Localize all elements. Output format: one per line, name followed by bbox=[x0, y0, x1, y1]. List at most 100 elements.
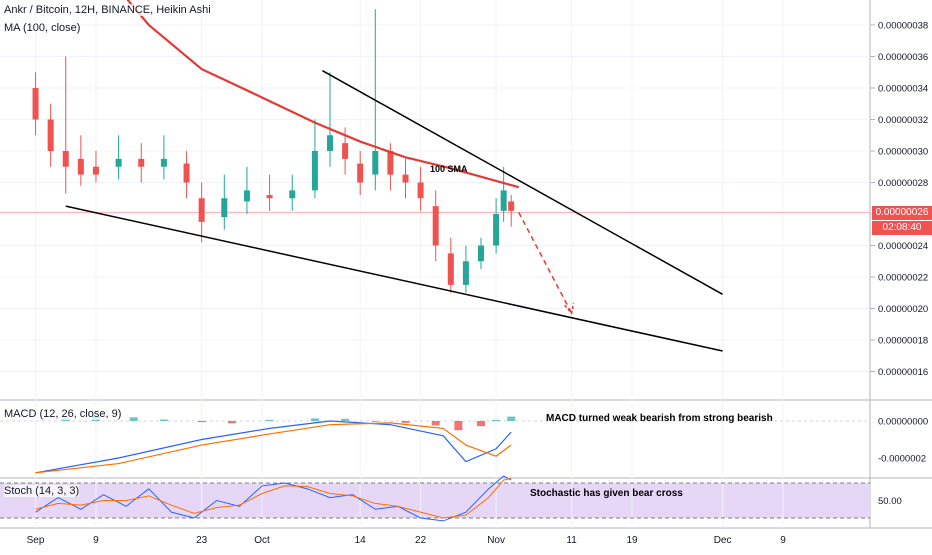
price-tick-label: 0.00000036 bbox=[878, 52, 928, 63]
candle-body bbox=[478, 245, 484, 262]
price-tick-label: 0.00000018 bbox=[878, 336, 928, 347]
price-tick-label: 0.00000038 bbox=[878, 21, 928, 32]
candle-body bbox=[372, 151, 379, 175]
macd-tick-label: -0.0000002 bbox=[878, 454, 926, 465]
macd-histogram-bar bbox=[341, 418, 350, 421]
macd-tick-label: 0.00000000 bbox=[878, 417, 928, 428]
stoch-annotation: Stochastic has given bear cross bbox=[530, 488, 683, 499]
macd-histogram-bar bbox=[401, 421, 410, 423]
stoch-k-line bbox=[35, 475, 512, 522]
trendline-lower bbox=[65, 205, 723, 352]
current-price-tag: 0.00000026 bbox=[872, 206, 932, 220]
macd-histogram-bar bbox=[371, 421, 380, 422]
price-panel[interactable] bbox=[0, 0, 870, 400]
macd-annotation: MACD turned weak bearish from strong bea… bbox=[546, 413, 773, 424]
macd-histogram-bar bbox=[227, 421, 236, 424]
time-tick-label: Oct bbox=[254, 535, 270, 546]
sma-annotation: 100 SMA bbox=[430, 164, 468, 174]
candle-body bbox=[160, 158, 167, 167]
candle-body bbox=[311, 151, 318, 191]
projection-arrowhead bbox=[564, 303, 575, 315]
candle-body bbox=[289, 190, 296, 199]
stoch-legend[interactable]: Stoch (14, 3, 3) bbox=[4, 485, 80, 497]
candle-body bbox=[447, 253, 454, 285]
macd-histogram-bar bbox=[454, 421, 463, 431]
candle-body bbox=[32, 88, 39, 120]
candle-body bbox=[243, 190, 250, 202]
ma-title: MA (100, close) bbox=[4, 22, 81, 34]
time-tick-label: 19 bbox=[626, 535, 638, 546]
stoch-tick-label: 50.00 bbox=[878, 496, 902, 507]
candle-body bbox=[387, 151, 394, 175]
candle-body bbox=[92, 166, 99, 175]
macd-title: MACD (12, 26, close, 9) bbox=[4, 408, 122, 420]
ma100-line bbox=[126, 0, 520, 189]
macd-histogram-bar bbox=[492, 419, 501, 421]
stoch-d-line bbox=[35, 477, 512, 519]
time-tick-label: 22 bbox=[415, 535, 427, 546]
ma-legend[interactable]: MA (100, close) bbox=[4, 22, 81, 34]
candles bbox=[32, 9, 515, 293]
time-tick-label: 14 bbox=[355, 535, 367, 546]
macd-signal-line bbox=[35, 422, 512, 474]
candle-body bbox=[327, 135, 333, 151]
trendline-upper bbox=[322, 70, 723, 295]
candle-body bbox=[115, 158, 122, 167]
candle-body bbox=[417, 182, 424, 199]
macd-histogram-bar bbox=[431, 421, 440, 426]
time-axis[interactable]: Sep 9 23 Oct 14 22 Nov 11 19 Dec 9 bbox=[27, 535, 787, 546]
time-tick-label: 11 bbox=[566, 535, 577, 546]
price-tick-label: 0.00000020 bbox=[878, 304, 928, 315]
symbol-title: Ankr / Bitcoin, 12H, BINANCE, Heikin Ash… bbox=[4, 4, 211, 16]
macd-histogram-bar bbox=[310, 418, 319, 421]
price-tick-label: 0.00000028 bbox=[878, 178, 928, 189]
time-tick-label: 9 bbox=[93, 535, 99, 546]
macd-histogram-bar bbox=[197, 421, 206, 423]
price-tick-label: 0.00000024 bbox=[878, 241, 928, 252]
candle-body bbox=[432, 206, 439, 246]
candle-body bbox=[198, 198, 205, 222]
candle-body bbox=[221, 198, 228, 218]
macd-panel bbox=[0, 415, 870, 474]
projection-arrow bbox=[518, 212, 573, 314]
price-tick-label: 0.00000022 bbox=[878, 273, 928, 284]
macd-legend[interactable]: MACD (12, 26, close, 9) bbox=[4, 408, 122, 420]
price-tick-label: 0.00000032 bbox=[878, 115, 928, 126]
candle-body bbox=[342, 143, 349, 159]
candle-body bbox=[357, 163, 364, 183]
time-tick-label: 23 bbox=[196, 535, 208, 546]
stoch-band bbox=[0, 483, 870, 518]
candle-body bbox=[138, 158, 145, 167]
price-tick-label: 0.00000030 bbox=[878, 147, 928, 158]
macd-line bbox=[35, 420, 512, 474]
price-tick-label: 0.00000016 bbox=[878, 367, 928, 378]
macd-histogram-bar bbox=[159, 419, 168, 421]
candle-body bbox=[62, 151, 69, 167]
candle-body bbox=[402, 174, 409, 183]
candle-body bbox=[77, 158, 84, 175]
macd-histogram-bar bbox=[129, 417, 138, 421]
macd-histogram-bar bbox=[477, 421, 485, 427]
candle-body bbox=[508, 201, 515, 211]
macd-histogram-bar bbox=[265, 419, 274, 421]
candle-body bbox=[462, 261, 469, 285]
candle-body bbox=[183, 163, 190, 183]
candle-body bbox=[500, 190, 507, 211]
price-scale[interactable]: 0.00000038 0.00000036 0.00000034 0.00000032… bbox=[870, 21, 928, 508]
symbol-legend[interactable]: Ankr / Bitcoin, 12H, BINANCE, Heikin Ash… bbox=[4, 4, 211, 16]
countdown-tag: 02:08:40 bbox=[872, 221, 932, 235]
price-tick-label: 0.00000034 bbox=[878, 84, 928, 95]
candle-body bbox=[266, 195, 273, 199]
time-tick-label: Nov bbox=[487, 535, 505, 546]
time-tick-label: 9 bbox=[780, 535, 786, 546]
time-tick-label: Sep bbox=[27, 535, 45, 546]
candle-body bbox=[47, 119, 54, 151]
stoch-title: Stoch (14, 3, 3) bbox=[4, 485, 80, 497]
overlays bbox=[65, 0, 723, 352]
candle-body bbox=[493, 214, 500, 246]
stoch-panel bbox=[0, 475, 870, 522]
time-tick-label: Dec bbox=[714, 535, 732, 546]
macd-histogram-bar bbox=[507, 416, 516, 421]
